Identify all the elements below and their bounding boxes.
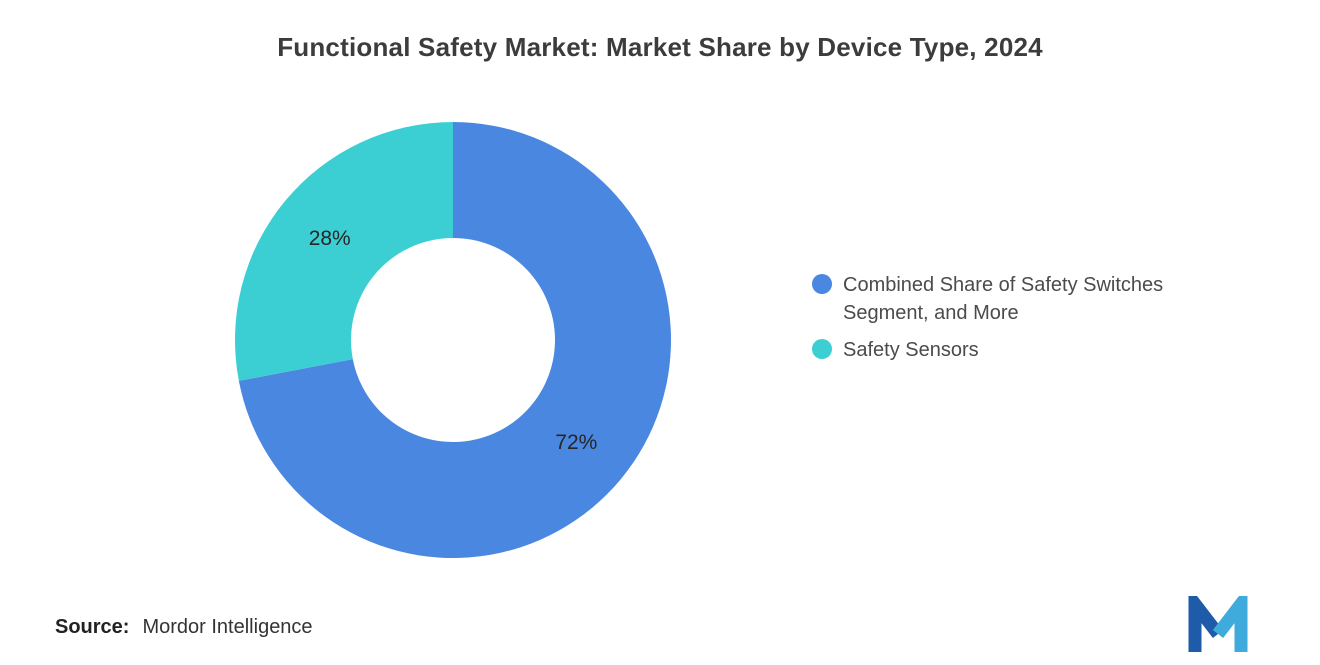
donut-segment <box>238 122 671 558</box>
legend: Combined Share of Safety Switches Segmen… <box>812 271 1211 364</box>
source-value: Mordor Intelligence <box>142 616 313 638</box>
logo-left-stroke <box>1188 584 1224 652</box>
legend-dot <box>812 274 832 294</box>
legend-label: Combined Share of Safety Switches Segmen… <box>843 274 1164 324</box>
legend-label: Safety Sensors <box>843 339 979 361</box>
legend-item: Safety Sensors <box>812 336 1211 364</box>
donut-segment <box>235 122 453 381</box>
legend-item: Combined Share of Safety Switches Segmen… <box>812 271 1211 327</box>
slice-label: 72% <box>555 431 597 454</box>
logo-right-stroke <box>1212 584 1248 652</box>
mordor-logo-m-icon <box>1188 584 1248 652</box>
source-label: Source: <box>55 616 130 638</box>
mordor-intelligence-logo <box>1186 584 1250 652</box>
chart-title: Functional Safety Market: Market Share b… <box>277 32 1043 62</box>
legend-dot <box>812 339 832 359</box>
slice-label: 28% <box>309 227 351 250</box>
donut-chart-svg: 72% 28% <box>235 122 671 558</box>
source-line: Source: Mordor Intelligence <box>55 616 313 639</box>
donut-chart: 72% 28% <box>233 120 673 560</box>
